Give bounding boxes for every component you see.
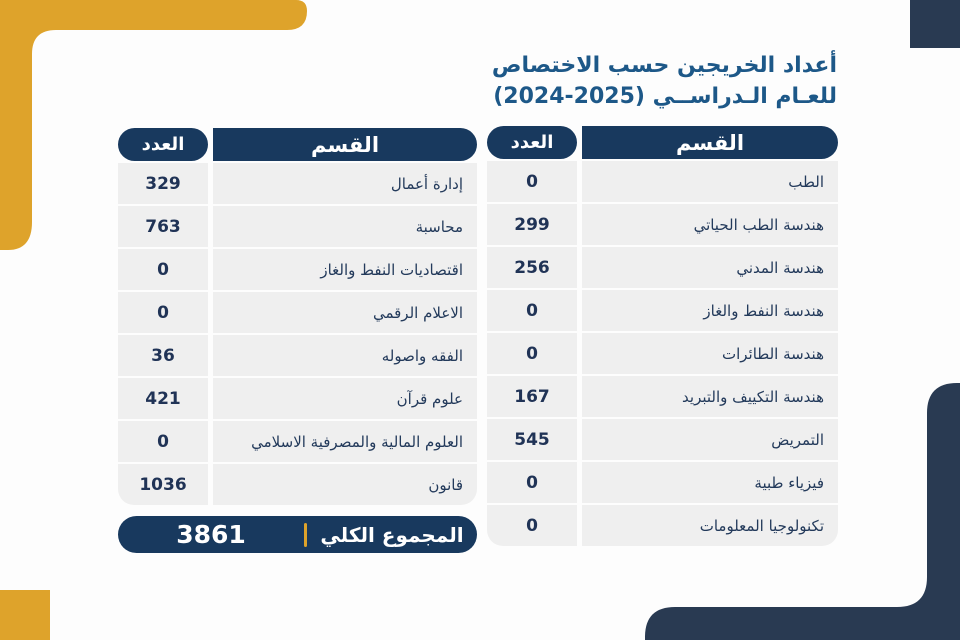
count-cell: 0: [487, 462, 577, 503]
table-row: هندسة المدني 256: [487, 247, 838, 288]
table-row: هندسة التكييف والتبريد 167: [487, 376, 838, 417]
grand-total-value: 3861: [176, 520, 246, 549]
department-cell: هندسة الطائرات: [582, 333, 838, 374]
count-cell: 329: [118, 163, 208, 204]
table-row: الفقه واصوله 36: [118, 335, 477, 376]
count-cell: 36: [118, 335, 208, 376]
department-column-header: القسم: [582, 126, 838, 159]
department-cell: علوم قرآن: [213, 378, 477, 419]
table-header-row: القسم العدد: [487, 126, 838, 159]
count-column-header: العدد: [487, 126, 577, 159]
table-row: إدارة أعمال 329: [118, 163, 477, 204]
table-row: الطب 0: [487, 161, 838, 202]
department-cell: هندسة الطب الحياتي: [582, 204, 838, 245]
department-cell: محاسبة: [213, 206, 477, 247]
department-cell: قانون: [213, 464, 477, 505]
department-cell: تكنولوجيا المعلومات: [582, 505, 838, 546]
table-row: هندسة الطب الحياتي 299: [487, 204, 838, 245]
table-row: قانون 1036: [118, 464, 477, 505]
count-cell: 0: [118, 292, 208, 333]
count-cell: 0: [487, 161, 577, 202]
department-cell: هندسة النفط والغاز: [582, 290, 838, 331]
count-cell: 0: [118, 421, 208, 462]
count-cell: 1036: [118, 464, 208, 505]
table-row: علوم قرآن 421: [118, 378, 477, 419]
top-right-navy-square-decoration: [910, 0, 960, 48]
count-cell: 0: [118, 249, 208, 290]
count-cell: 0: [487, 333, 577, 374]
count-cell: 421: [118, 378, 208, 419]
table-row: محاسبة 763: [118, 206, 477, 247]
table-row: فيزياء طبية 0: [487, 462, 838, 503]
department-cell: الاعلام الرقمي: [213, 292, 477, 333]
count-cell: 299: [487, 204, 577, 245]
table-row: التمريض 545: [487, 419, 838, 460]
department-cell: هندسة التكييف والتبريد: [582, 376, 838, 417]
table-row: اقتصاديات النفط والغاز 0: [118, 249, 477, 290]
graduates-table-left: القسم العدد إدارة أعمال 329 محاسبة 763 اقتصا…: [118, 128, 477, 505]
table-row: العلوم المالية والمصرفية الاسلامي 0: [118, 421, 477, 462]
count-cell: 763: [118, 206, 208, 247]
table-row: هندسة الطائرات 0: [487, 333, 838, 374]
page-title: أعداد الخريجين حسب الاختصاص للعـام الـدر…: [437, 50, 837, 112]
count-cell: 0: [487, 290, 577, 331]
count-cell: 167: [487, 376, 577, 417]
bottom-left-gold-square-decoration: [0, 590, 50, 640]
department-cell: فيزياء طبية: [582, 462, 838, 503]
department-cell: التمريض: [582, 419, 838, 460]
page-title-line2: للعـام الـدراســي (2025-2024): [493, 84, 837, 109]
table-header-row: القسم العدد: [118, 128, 477, 161]
grand-total-label: المجموع الكلي: [320, 522, 464, 547]
department-cell: هندسة المدني: [582, 247, 838, 288]
department-cell: العلوم المالية والمصرفية الاسلامي: [213, 421, 477, 462]
graduates-table-right: القسم العدد الطب 0 هندسة الطب الحياتي 299 هن…: [487, 126, 838, 546]
grand-total-row: المجموع الكلي 3861: [118, 516, 477, 553]
count-cell: 545: [487, 419, 577, 460]
page-title-line1: أعداد الخريجين حسب الاختصاص: [491, 53, 837, 78]
department-column-header: القسم: [213, 128, 477, 161]
gold-divider-bar: [304, 522, 307, 547]
department-cell: الطب: [582, 161, 838, 202]
count-cell: 0: [487, 505, 577, 546]
table-row: تكنولوجيا المعلومات 0: [487, 505, 838, 546]
table-row: الاعلام الرقمي 0: [118, 292, 477, 333]
table-row: هندسة النفط والغاز 0: [487, 290, 838, 331]
department-cell: إدارة أعمال: [213, 163, 477, 204]
department-cell: الفقه واصوله: [213, 335, 477, 376]
department-cell: اقتصاديات النفط والغاز: [213, 249, 477, 290]
count-column-header: العدد: [118, 128, 208, 161]
count-cell: 256: [487, 247, 577, 288]
